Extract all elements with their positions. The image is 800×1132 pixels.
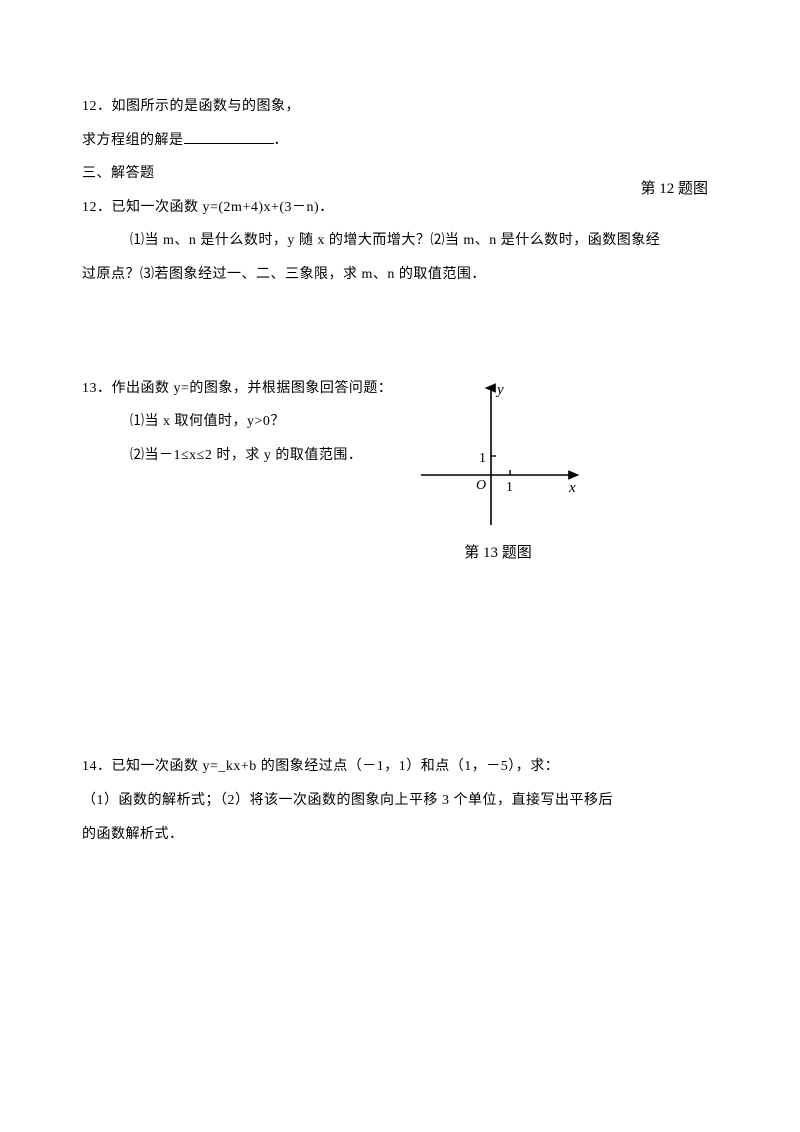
fig13-caption: 第 13 题图 xyxy=(398,541,598,562)
q12a-suffix: ． xyxy=(274,133,289,148)
svg-text:O: O xyxy=(476,478,486,493)
q14-stem: 14．已知一次函数 y=_kx+b 的图象经过点（－1，1）和点（1，－5），求… xyxy=(82,750,718,784)
q12b-part1: ⑴当 m、n 是什么数时，y 随 x 的增大而增大？⑵当 m、n 是什么数时，函… xyxy=(82,224,718,258)
q12b-part1b: 过原点？⑶若图象经过一、二、三象限，求 m、n 的取值范围． xyxy=(82,258,718,292)
q12a-line1: 12．如图所示的是函数与的图象， xyxy=(82,90,718,124)
q12a-line2: 求方程组的解是 ． xyxy=(82,124,718,158)
fig13-figure: y x O 1 1 第 13 题图 xyxy=(398,380,598,562)
q12a-prefix: 求方程组的解是 xyxy=(82,133,184,148)
section-3-header: 三、解答题 xyxy=(82,157,718,191)
fig12-label: 第 12 题图 xyxy=(640,177,708,198)
svg-text:x: x xyxy=(568,480,576,496)
svg-text:1: 1 xyxy=(506,480,513,495)
svg-text:y: y xyxy=(495,382,504,398)
coordinate-axes-icon: y x O 1 1 xyxy=(413,380,583,530)
svg-text:1: 1 xyxy=(479,451,486,466)
blank-fill[interactable] xyxy=(184,130,274,144)
q14-part2: 的函数解析式． xyxy=(82,818,718,852)
q14-part1: （1）函数的解析式；（2）将该一次函数的图象向上平移 3 个单位，直接写出平移后 xyxy=(82,784,718,818)
q12b-stem: 12．已知一次函数 y=(2m+4)x+(3－n)． xyxy=(82,191,718,225)
